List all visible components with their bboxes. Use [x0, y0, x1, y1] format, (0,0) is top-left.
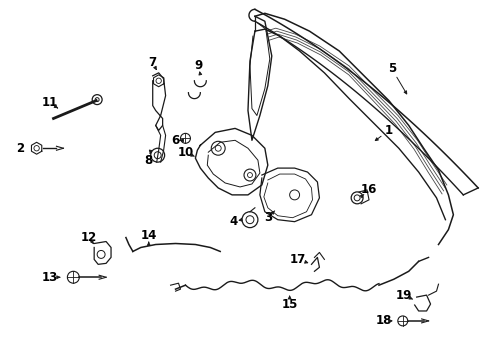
Text: 3: 3 — [264, 211, 272, 224]
Text: 4: 4 — [229, 215, 237, 228]
Text: 6: 6 — [172, 134, 180, 147]
Text: 11: 11 — [41, 96, 58, 109]
Text: 1: 1 — [385, 124, 393, 137]
Text: 5: 5 — [388, 62, 396, 75]
Text: 17: 17 — [290, 253, 306, 266]
Text: 9: 9 — [194, 59, 202, 72]
Text: 10: 10 — [177, 146, 194, 159]
Text: 18: 18 — [376, 314, 392, 327]
Text: 16: 16 — [361, 184, 377, 197]
Text: 14: 14 — [141, 229, 157, 242]
Text: 19: 19 — [395, 289, 412, 302]
Text: 13: 13 — [41, 271, 58, 284]
Text: 12: 12 — [81, 231, 98, 244]
Text: 15: 15 — [281, 297, 298, 311]
Text: 7: 7 — [148, 57, 157, 69]
Text: 2: 2 — [16, 142, 24, 155]
Text: 8: 8 — [145, 154, 153, 167]
